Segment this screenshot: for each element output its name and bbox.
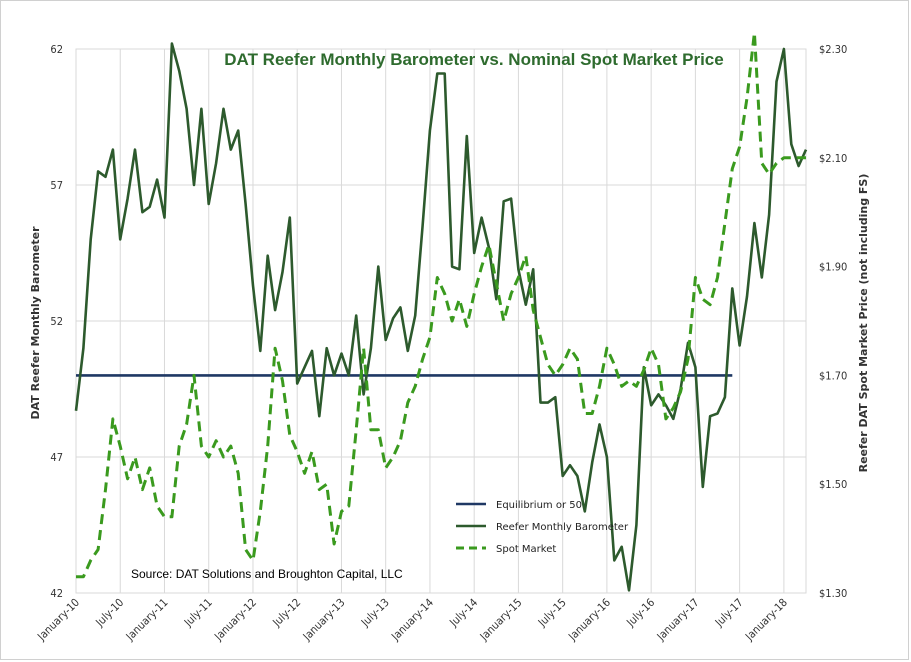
gridlines <box>75 48 807 594</box>
x-tick-label: July-11 <box>181 596 215 630</box>
x-tick-label: January-12 <box>211 596 259 644</box>
series-layer <box>74 31 808 592</box>
x-tick-label: January-17 <box>654 596 702 644</box>
x-tick-label: January-18 <box>742 596 790 644</box>
y-right-tick-label: $2.10 <box>819 152 847 165</box>
y-axis-left-label: DAT Reefer Monthly Barometer <box>29 226 42 420</box>
y-left-tick-label: 52 <box>50 315 63 328</box>
series-line-1 <box>74 42 808 592</box>
chart-title: DAT Reefer Monthly Barometer vs. Nominal… <box>224 50 723 69</box>
x-tick-label: July-12 <box>270 596 304 630</box>
y-right-tick-label: $1.70 <box>819 369 847 382</box>
y-right-tick-label: $1.90 <box>819 261 847 274</box>
series-line-2 <box>76 31 806 579</box>
x-tick-label: January-13 <box>300 596 348 644</box>
x-tick-label: July-13 <box>358 596 392 630</box>
axes: 42 47 52 57 62 $1.30 $1.50 $1.70 $1.90 $2.10 $2.30… <box>34 43 847 644</box>
x-tick-label: January-11 <box>123 596 171 644</box>
x-tick-label: January-10 <box>34 596 82 644</box>
source-note: Source: DAT Solutions and Broughton Capi… <box>131 567 403 581</box>
legend: Equilibrium or 50 Reefer Monthly Baromete… <box>456 500 629 555</box>
legend-label: Equilibrium or 50 <box>496 500 582 511</box>
x-tick-label: July-10 <box>93 596 127 630</box>
x-tick-label: July-17 <box>712 596 746 630</box>
y-right-tick-label: $1.30 <box>819 587 847 600</box>
legend-label: Reefer Monthly Barometer <box>496 522 629 533</box>
y-left-tick-label: 47 <box>50 451 63 464</box>
x-tick-label: July-14 <box>447 596 481 630</box>
y-right-tick-label: $1.50 <box>819 478 847 491</box>
x-tick-label: January-14 <box>388 596 436 644</box>
x-tick-label: July-15 <box>535 596 569 630</box>
y-left-tick-label: 42 <box>50 587 63 600</box>
y-left-tick-label: 57 <box>50 179 63 192</box>
y-left-tick-label: 62 <box>50 43 63 56</box>
x-tick-label: January-16 <box>565 596 613 644</box>
x-tick-label: July-16 <box>623 596 657 630</box>
x-tick-label: January-15 <box>477 596 525 644</box>
legend-label: Spot Market <box>496 544 556 555</box>
y-right-tick-label: $2.30 <box>819 43 847 56</box>
y-axis-right-label: Reefer DAT Spot Market Price (not includ… <box>857 174 870 473</box>
